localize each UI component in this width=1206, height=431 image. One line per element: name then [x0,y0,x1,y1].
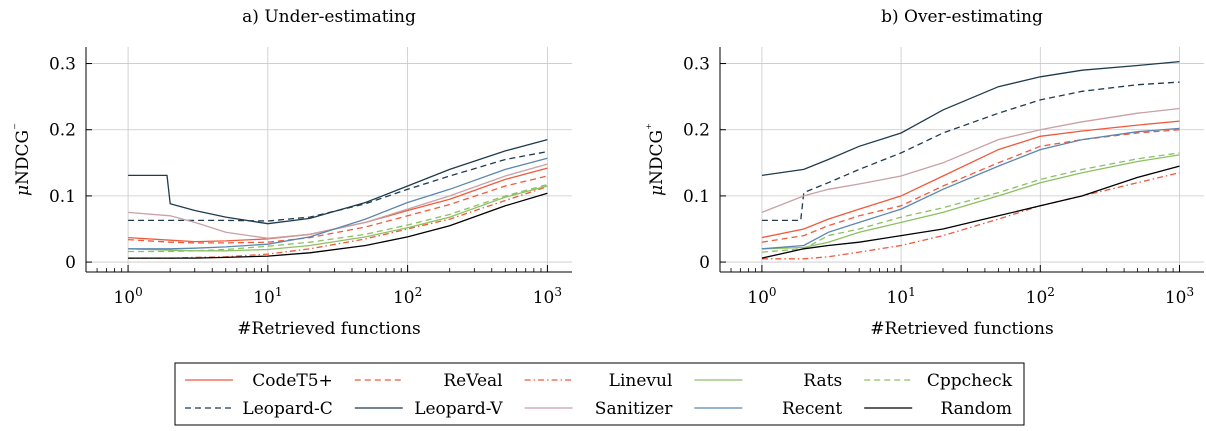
x-tick-label: 101 [886,285,915,308]
y-tick-label: 0 [699,253,710,273]
y-tick-label: 0 [65,253,76,273]
legend-label-recent: Recent [782,399,842,419]
series-line-linevul [128,185,548,259]
legend-label-rats: Rats [803,371,842,391]
series-line-cppcheck [761,152,1180,253]
y-tick-label: 0.2 [683,121,710,141]
y-axis-label: μNDCG⁺ [644,123,667,196]
series-line-leopard-v [128,138,548,225]
legend-label-random: Random [940,399,1012,419]
x-tick-label: 100 [113,285,142,308]
legend: CodeT5+ ReVeal Linevul Rats Cppcheck Leopard-… [174,362,1025,426]
legend-label-linevul: Linevul [609,371,673,391]
series-line-random [128,192,548,259]
legend-label-sanitizer: Sanitizer [595,399,673,419]
legend-label-leopard-c: Leopard-C [242,399,332,419]
series-group [761,60,1180,260]
series-line-leopard-c [761,81,1180,222]
series-group [128,138,548,259]
chart-title: a) Under-estimating [242,7,416,27]
series-line-sanitizer [128,163,548,239]
x-tick-label: 103 [1165,285,1194,308]
y-tick-label: 0.1 [683,187,710,207]
series-line-recent [128,157,548,250]
panel-over-estimating: 100 101 102 103 0 0.1 0.2 0.3 b) Over-estimating… [644,7,1204,339]
series-line-recent [761,127,1180,250]
series-line-rats [761,154,1180,250]
y-tick-label: 0.3 [49,55,76,75]
legend-box [174,362,1025,426]
y-tick-label: 0.3 [683,55,710,75]
series-line-codet5 [761,120,1180,239]
series-line-rats [128,185,548,252]
x-tick-label: 103 [533,285,562,308]
x-tick-label: 101 [253,285,282,308]
panel-under-estimating: 100 101 102 103 0 0.1 0.2 0.3 a) Under-estimatin… [10,7,572,339]
series-line-reveal [128,175,548,244]
y-tick-label: 0.2 [49,121,76,141]
y-tick-label: 0.1 [49,187,76,207]
series-line-random [761,165,1180,259]
x-tick-label: 102 [1026,285,1055,308]
series-line-sanitizer [761,107,1180,214]
series-line-leopard-c [128,150,548,222]
series-line-leopard-v [761,60,1180,177]
chart-title: b) Over-estimating [881,7,1043,27]
series-line-linevul [761,172,1180,260]
series-line-cppcheck [128,183,548,253]
x-tick-label: 102 [393,285,422,308]
x-axis-label: #Retrieved functions [237,319,420,339]
series-line-reveal [761,129,1180,243]
legend-label-reveal: ReVeal [443,371,502,391]
legend-label-codet5: CodeT5+ [252,371,333,391]
y-axis-label: μNDCG⁻ [10,123,33,196]
x-tick-label: 100 [747,285,776,308]
legend-label-leopard-v: Leopard-V [414,399,503,419]
legend-label-cppcheck: Cppcheck [927,371,1013,391]
x-axis-label: #Retrieved functions [870,319,1053,339]
